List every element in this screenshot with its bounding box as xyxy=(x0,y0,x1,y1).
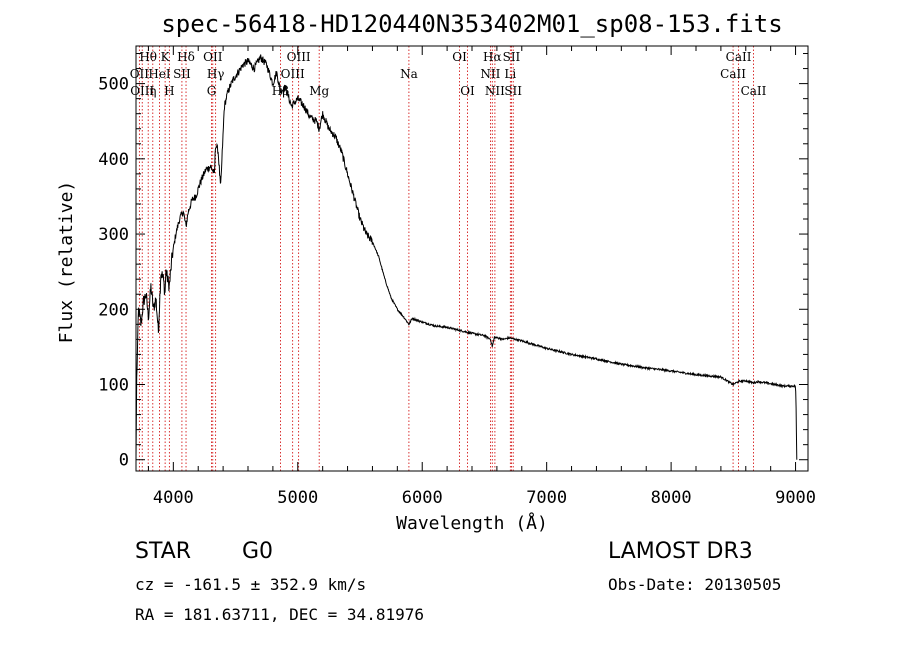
x-axis-label: Wavelength (Å) xyxy=(396,512,548,534)
spectral-line-label: Hδ xyxy=(177,50,195,64)
survey-name: LAMOST DR3 xyxy=(608,539,753,564)
spectral-line-label: η xyxy=(149,84,156,98)
y-tick-label: 100 xyxy=(98,375,129,395)
spectral-line-label: Li xyxy=(504,67,516,81)
y-tick-label: 500 xyxy=(98,75,129,95)
spectral-line-label: SII xyxy=(173,67,191,81)
spectral-line-label: CaII xyxy=(741,84,767,98)
spectral-line-label: NII xyxy=(485,84,505,98)
spectral-line-label: Hθ xyxy=(139,50,157,64)
y-axis-ticks: 0 100 200 300 400 500 xyxy=(98,53,808,471)
spectral-line-label: OII xyxy=(203,50,223,64)
spectral-line-label: K xyxy=(161,50,171,64)
spectral-line-label: H xyxy=(164,84,174,98)
object-class: STAR xyxy=(135,539,191,564)
spectral-line-label: Mg xyxy=(309,84,329,98)
y-tick-label: 400 xyxy=(98,150,129,170)
spectral-line-label: SII xyxy=(503,50,521,64)
observation-date: Obs-Date: 20130505 xyxy=(608,575,781,594)
x-tick-label: 6000 xyxy=(402,488,443,508)
x-axis-ticks: 4000 5000 6000 7000 8000 9000 xyxy=(147,46,816,508)
y-tick-label: 0 xyxy=(119,451,129,471)
flux-series-line xyxy=(135,54,798,460)
y-tick-label: 200 xyxy=(98,300,129,320)
spectral-line-label: OI xyxy=(460,84,475,98)
x-tick-label: 5000 xyxy=(277,488,318,508)
spectral-subclass: G0 xyxy=(242,539,273,564)
y-axis-label: Flux (relative) xyxy=(56,181,77,344)
spectral-line-label: OII xyxy=(130,67,150,81)
x-tick-label: 7000 xyxy=(526,488,567,508)
spectral-line-label: Hα xyxy=(483,50,502,64)
redshift-cz: cz = -161.5 ± 352.9 km/s xyxy=(135,575,366,594)
spectral-line-label: OIII xyxy=(281,67,305,81)
plot-frame xyxy=(135,45,809,472)
coordinates: RA = 181.63711, DEC = 34.81976 xyxy=(135,605,424,624)
spectral-line-label: NII xyxy=(480,67,500,81)
spectral-line-label: CaII xyxy=(720,67,746,81)
spectral-line-label: HeI xyxy=(148,67,171,81)
spectral-line-label: G xyxy=(207,84,217,98)
chart-title: spec-56418-HD120440N353402M01_sp08-153.f… xyxy=(161,10,782,38)
spectral-line-markers xyxy=(138,46,754,471)
spectral-line-label: Hγ xyxy=(207,67,225,81)
spectral-line-label: CaII xyxy=(726,50,752,64)
spectral-line-label: OI xyxy=(452,50,467,64)
x-tick-label: 8000 xyxy=(651,488,692,508)
spectral-line-label: SII xyxy=(504,84,522,98)
spectral-line-label: OIII xyxy=(287,50,311,64)
x-tick-label: 4000 xyxy=(153,488,194,508)
y-tick-label: 300 xyxy=(98,225,129,245)
x-tick-label: 9000 xyxy=(775,488,816,508)
spectral-line-label: Na xyxy=(400,67,418,81)
